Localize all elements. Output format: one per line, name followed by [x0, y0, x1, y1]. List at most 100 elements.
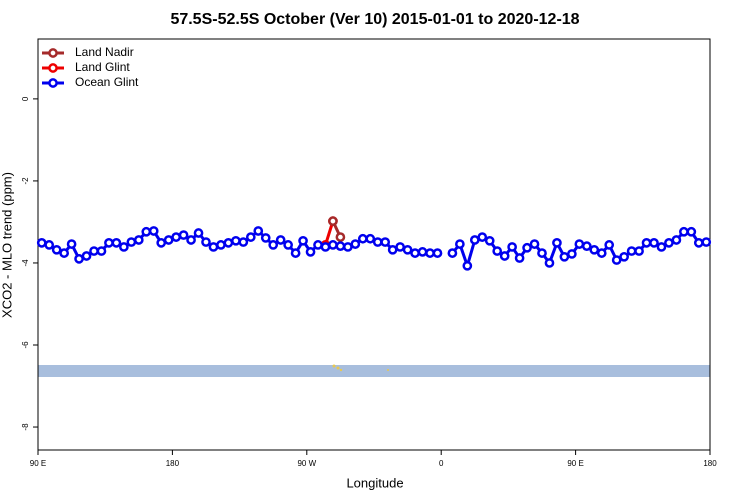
- data-point: [507, 242, 517, 252]
- data-point: [350, 239, 361, 249]
- data-point: [656, 242, 667, 252]
- data-point: [66, 239, 77, 249]
- data-point: [626, 246, 637, 256]
- legend-label: Land Glint: [75, 60, 130, 74]
- data-point: [425, 248, 435, 258]
- data-point: [59, 248, 69, 258]
- data-point: [619, 251, 629, 262]
- data-point: [455, 239, 465, 249]
- data-point: [402, 244, 413, 255]
- map-land: [336, 366, 340, 370]
- data-point: [522, 242, 532, 253]
- data-point: [462, 260, 473, 271]
- legend-label: Ocean Glint: [75, 75, 139, 89]
- data-point: [305, 247, 316, 257]
- y-tick-label: -6: [21, 341, 30, 349]
- data-point: [477, 232, 488, 242]
- data-point: [335, 232, 346, 242]
- y-tick-label: 0: [21, 96, 30, 101]
- data-point: [328, 216, 338, 226]
- data-point: [193, 228, 204, 238]
- data-point: [611, 255, 622, 265]
- chart-title: 57.5S-52.5S October (Ver 10) 2015-01-01 …: [170, 11, 579, 28]
- map-land: [339, 368, 343, 372]
- data-point: [693, 238, 704, 248]
- data-point: [380, 237, 391, 247]
- data-point: [357, 233, 368, 244]
- data-point: [253, 226, 264, 236]
- data-point: [133, 235, 144, 245]
- data-point: [201, 237, 211, 247]
- y-axis-label: XCO2 - MLO trend (ppm): [0, 172, 14, 318]
- data-point: [89, 246, 99, 256]
- data-point: [320, 242, 331, 252]
- data-point: [298, 235, 308, 246]
- data-point: [283, 240, 293, 250]
- data-point: [410, 248, 420, 258]
- data-point: [148, 226, 159, 236]
- x-tick-label: 180: [703, 459, 717, 468]
- data-point: [604, 240, 615, 250]
- data-point: [178, 230, 189, 240]
- data-point: [649, 238, 659, 248]
- data-point: [231, 235, 241, 246]
- legend-label: Land Nadir: [75, 45, 134, 59]
- data-point: [686, 226, 697, 237]
- data-point: [313, 240, 323, 250]
- data-point: [664, 238, 674, 248]
- data-point: [372, 237, 383, 247]
- x-tick-label: 90 E: [567, 459, 583, 468]
- x-tick-label: 90 W: [297, 459, 316, 468]
- data-point: [328, 240, 338, 250]
- data-point: [335, 241, 346, 251]
- data-point: [74, 254, 84, 264]
- data-point: [44, 240, 55, 250]
- legend-marker: [48, 78, 58, 88]
- x-axis-label: Longitude: [346, 475, 403, 490]
- data-point: [484, 235, 495, 246]
- data-point: [537, 248, 547, 258]
- map-land: [332, 364, 336, 368]
- data-point: [417, 247, 428, 257]
- data-point: [544, 258, 555, 268]
- data-point: [701, 237, 712, 247]
- data-point: [499, 251, 510, 261]
- data-point: [111, 238, 122, 248]
- data-point: [51, 244, 62, 255]
- data-point: [260, 233, 271, 243]
- data-point: [171, 232, 181, 242]
- data-point: [36, 238, 47, 248]
- data-point: [216, 240, 226, 250]
- data-point: [268, 240, 279, 250]
- y-tick-label: -2: [21, 177, 30, 185]
- data-point: [156, 238, 167, 248]
- data-point: [119, 242, 129, 252]
- data-point: [245, 232, 256, 242]
- data-point: [679, 226, 689, 237]
- data-point: [469, 235, 480, 245]
- data-point: [126, 237, 137, 247]
- data-point: [581, 241, 592, 251]
- data-point: [589, 244, 600, 255]
- data-point: [567, 249, 577, 259]
- data-point: [596, 248, 607, 258]
- data-point: [141, 226, 152, 237]
- y-tick-label: -4: [21, 259, 30, 267]
- data-point: [208, 242, 219, 252]
- map-land: [387, 369, 389, 371]
- data-point: [343, 242, 353, 252]
- map-strip: [38, 365, 710, 377]
- data-point: [559, 251, 570, 262]
- data-point: [492, 246, 503, 256]
- data-point: [671, 235, 682, 245]
- data-point: [186, 235, 196, 245]
- data-point: [104, 238, 114, 248]
- data-point: [290, 248, 301, 258]
- data-point: [81, 251, 92, 261]
- data-point: [163, 235, 174, 245]
- data-point: [432, 248, 443, 258]
- data-point: [223, 238, 234, 248]
- data-point: [96, 246, 107, 256]
- x-tick-label: 90 E: [30, 459, 46, 468]
